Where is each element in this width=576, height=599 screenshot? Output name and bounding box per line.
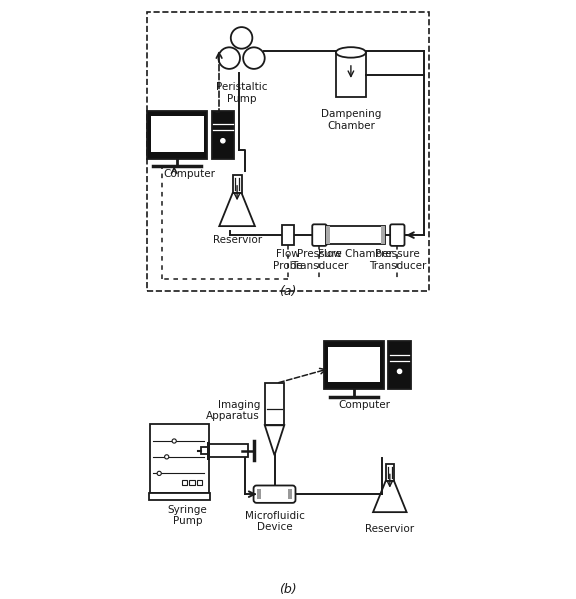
Circle shape bbox=[157, 471, 161, 476]
Bar bbox=[386, 464, 394, 481]
Polygon shape bbox=[373, 481, 407, 512]
Bar bbox=[265, 383, 285, 425]
Bar bbox=[289, 489, 292, 500]
Circle shape bbox=[243, 47, 265, 69]
Bar bbox=[201, 447, 209, 454]
Text: Computer: Computer bbox=[338, 400, 391, 410]
FancyBboxPatch shape bbox=[312, 225, 327, 246]
FancyBboxPatch shape bbox=[253, 485, 295, 503]
Circle shape bbox=[397, 369, 401, 374]
Bar bbox=[181, 480, 187, 485]
Text: Pressure
Transducer: Pressure Transducer bbox=[291, 249, 348, 271]
Bar bbox=[257, 489, 261, 500]
Bar bbox=[336, 53, 366, 97]
Bar bbox=[150, 424, 209, 492]
Bar bbox=[149, 492, 210, 500]
Circle shape bbox=[221, 138, 225, 143]
Text: Computer: Computer bbox=[163, 169, 215, 179]
Text: Microfluidic
Device: Microfluidic Device bbox=[245, 510, 305, 533]
Text: (a): (a) bbox=[279, 285, 297, 298]
Text: Imaging
Apparatus: Imaging Apparatus bbox=[206, 400, 260, 421]
Polygon shape bbox=[219, 193, 255, 226]
Bar bbox=[207, 442, 210, 459]
Bar bbox=[324, 341, 384, 389]
Bar bbox=[211, 111, 234, 159]
Circle shape bbox=[218, 47, 240, 69]
Bar bbox=[388, 341, 411, 389]
Text: Syringe
Pump: Syringe Pump bbox=[168, 504, 207, 527]
Text: Pressure
Transducer: Pressure Transducer bbox=[369, 249, 426, 271]
Bar bbox=[209, 444, 248, 458]
Bar bbox=[328, 347, 380, 382]
Circle shape bbox=[165, 455, 169, 459]
Bar bbox=[326, 226, 385, 244]
FancyBboxPatch shape bbox=[390, 225, 404, 246]
Ellipse shape bbox=[336, 47, 366, 58]
Text: (b): (b) bbox=[279, 583, 297, 596]
Bar bbox=[381, 226, 385, 244]
Bar bbox=[233, 175, 241, 193]
Bar bbox=[196, 480, 202, 485]
Bar bbox=[189, 480, 195, 485]
Bar bbox=[151, 116, 203, 152]
Text: Reservior: Reservior bbox=[213, 235, 262, 245]
Polygon shape bbox=[265, 425, 285, 455]
Bar bbox=[326, 226, 330, 244]
Text: Dampening
Chamber: Dampening Chamber bbox=[321, 109, 381, 131]
Circle shape bbox=[231, 27, 252, 49]
Text: Peristaltic
Pump: Peristaltic Pump bbox=[216, 82, 267, 104]
Circle shape bbox=[172, 439, 176, 443]
Bar bbox=[147, 111, 207, 159]
Text: Flow Chamber: Flow Chamber bbox=[318, 249, 393, 259]
Bar bbox=[282, 225, 294, 245]
Text: Flow
Probe: Flow Probe bbox=[273, 249, 303, 271]
Text: Reservior: Reservior bbox=[365, 524, 414, 534]
